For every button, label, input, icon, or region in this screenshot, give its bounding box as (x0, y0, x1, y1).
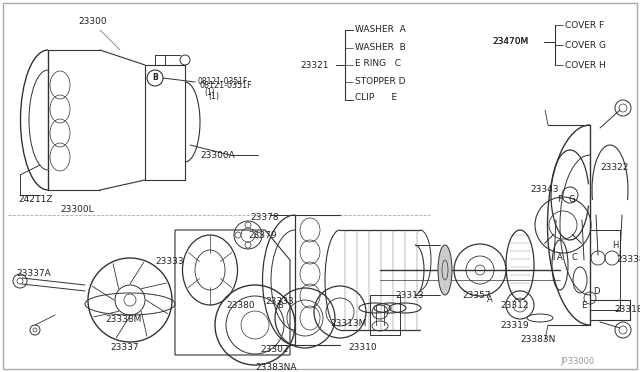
Text: 23470M: 23470M (492, 38, 528, 46)
Text: F: F (557, 196, 563, 205)
Ellipse shape (438, 245, 452, 295)
Text: 23300A: 23300A (200, 151, 235, 160)
Text: (1): (1) (204, 87, 215, 96)
Text: WASHER  B: WASHER B (355, 42, 406, 51)
Text: 23470M: 23470M (492, 38, 528, 46)
Text: 23337: 23337 (110, 343, 139, 353)
Text: 23333: 23333 (155, 257, 184, 266)
Text: 23321: 23321 (300, 61, 328, 70)
Text: 23302: 23302 (260, 346, 289, 355)
Text: 23378: 23378 (250, 214, 278, 222)
Text: 23310: 23310 (348, 343, 376, 353)
Text: 23300: 23300 (78, 17, 107, 26)
Text: B: B (152, 74, 158, 83)
Text: 23380: 23380 (226, 301, 255, 310)
Text: COVER F: COVER F (565, 20, 604, 29)
Text: H: H (612, 241, 618, 250)
Text: B: B (277, 301, 283, 310)
Text: 23383NA: 23383NA (255, 363, 296, 372)
Text: STOPPER D: STOPPER D (355, 77, 406, 86)
Text: 23333: 23333 (265, 298, 294, 307)
Text: C: C (571, 253, 577, 263)
Text: COVER G: COVER G (565, 41, 606, 49)
Text: A: A (487, 295, 493, 305)
Text: 23318: 23318 (614, 305, 640, 314)
Text: G: G (569, 196, 575, 205)
Text: 08121-0351F: 08121-0351F (198, 77, 248, 87)
Text: COVER H: COVER H (565, 61, 605, 70)
Text: WASHER  A: WASHER A (355, 26, 406, 35)
Text: 23379: 23379 (248, 231, 276, 240)
Text: 23337A: 23337A (16, 269, 51, 279)
Text: JP33000: JP33000 (560, 357, 594, 366)
Text: 23312: 23312 (500, 301, 529, 310)
Text: 23343: 23343 (530, 186, 559, 195)
Text: (1): (1) (208, 92, 219, 100)
Text: D: D (593, 288, 599, 296)
Text: 23300L: 23300L (60, 205, 93, 215)
Text: 08121-0351F: 08121-0351F (200, 80, 253, 90)
Text: 23338M: 23338M (105, 315, 141, 324)
Text: 23322: 23322 (600, 164, 628, 173)
Text: A: A (557, 253, 563, 263)
Text: 24211Z: 24211Z (18, 196, 52, 205)
Text: 23357: 23357 (462, 291, 491, 299)
Text: 23313: 23313 (395, 291, 424, 299)
Text: CLIP      E: CLIP E (355, 93, 397, 103)
FancyBboxPatch shape (3, 3, 637, 369)
Text: E RING   C: E RING C (355, 60, 401, 68)
Text: 23319: 23319 (500, 321, 529, 330)
Text: 23338: 23338 (616, 256, 640, 264)
Text: 23383N: 23383N (520, 336, 556, 344)
Text: 23313M: 23313M (330, 318, 366, 327)
Text: E: E (581, 301, 587, 310)
